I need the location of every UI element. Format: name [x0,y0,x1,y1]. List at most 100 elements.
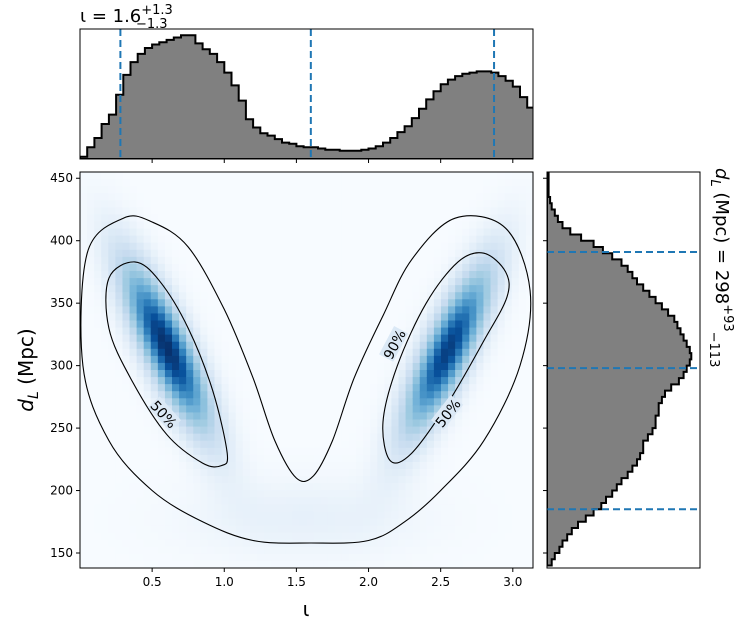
heatmap-cell [115,235,124,244]
heatmap-cell [271,419,279,428]
heatmap-cell [518,553,527,562]
heatmap-cell [207,433,216,442]
heatmap-cell [327,476,336,484]
heatmap-cell [391,278,400,286]
heatmap-cell [525,398,533,406]
heatmap-cell [363,278,371,286]
heatmap-cell [320,490,329,498]
heatmap-cell [80,228,88,237]
heatmap-cell [87,483,95,491]
heatmap-cell [476,454,485,463]
heatmap-cell [264,228,272,237]
heatmap-cell [511,511,520,520]
heatmap-cell [462,278,470,286]
heatmap-cell [525,518,533,527]
heatmap-cell [469,193,477,201]
heatmap-cell [143,193,152,201]
heatmap-cell [448,193,456,201]
heatmap-cell [143,532,152,541]
heatmap-cell [129,271,138,279]
heatmap-cell [320,348,329,357]
heatmap-cell [348,469,357,477]
heatmap-cell [101,341,109,350]
heatmap-cell [370,560,378,568]
heatmap-cell [518,525,527,534]
heatmap-cell [412,313,421,322]
heatmap-cell [122,200,131,208]
heatmap-cell [164,560,173,568]
heatmap-cell [115,532,124,541]
heatmap-cell [292,306,301,315]
heatmap-cell [242,235,251,244]
heatmap-cell [200,405,209,414]
heatmap-cell [129,525,138,534]
heatmap-cell [483,440,492,449]
heatmap-cell [313,313,322,322]
heatmap-cell [334,454,343,463]
heatmap-cell [419,532,428,541]
heatmap-cell [518,461,527,470]
heatmap-cell [115,405,124,414]
heatmap-cell [525,221,533,230]
heatmap-cell [129,377,138,385]
heatmap-cell [271,249,279,258]
heatmap-cell [511,172,520,180]
heatmap-cell [419,341,428,350]
heatmap-cell [412,292,421,300]
heatmap-cell [476,256,485,265]
heatmap-cell [136,207,145,216]
heatmap-cell [469,172,477,180]
heatmap-cell [228,299,237,307]
heatmap-cell [356,256,364,265]
heatmap-cell [150,553,159,562]
heatmap-cell [433,532,442,541]
heatmap-cell [172,228,180,237]
heatmap-cell [448,384,456,392]
heatmap-cell [115,179,124,187]
heatmap-cell [398,454,407,463]
heatmap-cell [398,461,407,470]
heatmap-cell [405,497,414,505]
heatmap-cell [228,377,237,385]
heatmap-cell [518,412,527,421]
heatmap-cell [440,447,449,456]
heatmap-cell [108,560,116,568]
heatmap-cell [271,263,279,272]
heatmap-cell [271,285,279,293]
heatmap-cell [200,490,209,498]
heatmap-cell [221,377,230,385]
heatmap-cell [129,214,138,223]
heatmap-cell [384,200,393,208]
heatmap-cell [256,214,265,223]
heatmap-cell [490,306,499,315]
heatmap-cell [348,348,357,357]
heatmap-cell [115,433,124,442]
heatmap-cell [363,497,371,505]
heatmap-cell [426,454,435,463]
heatmap-cell [511,405,520,414]
heatmap-cell [320,377,329,385]
heatmap-cell [306,461,315,470]
heatmap-cell [419,271,428,279]
heatmap-cell [348,235,357,244]
heatmap-cell [264,511,272,520]
heatmap-cell [94,362,102,371]
heatmap-cell [391,546,400,555]
heatmap-cell [412,391,421,399]
heatmap-cell [483,306,492,315]
heatmap-cell [370,490,378,498]
heatmap-cell [412,341,421,350]
heatmap-cell [419,461,428,470]
heatmap-cell [228,454,237,463]
heatmap-cell [249,327,258,336]
heatmap-cell [271,313,279,322]
heatmap-cell [497,469,506,477]
heatmap-cell [136,511,145,520]
heatmap-cell [511,292,520,300]
heatmap-cell [186,483,194,491]
heatmap-cell [348,242,357,251]
heatmap-cell [122,292,131,300]
heatmap-cell [448,306,456,315]
heatmap-cell [157,525,166,534]
heatmap-cell [122,518,131,527]
